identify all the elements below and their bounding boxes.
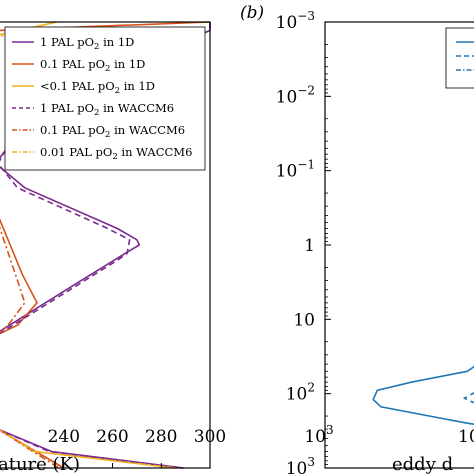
y-tick-label: 1 bbox=[304, 236, 315, 256]
x-tick-label: 103 bbox=[304, 423, 333, 447]
legend-entry-label: <0.1 PAL pO2 in 1D bbox=[40, 79, 155, 96]
x-tick-label: 260 bbox=[96, 427, 128, 447]
y-tick-label: 102 bbox=[286, 381, 315, 405]
panel-a: 240 260 280 300 1 PAL pO2 in 1D0.1 PAL pO2 … bbox=[0, 21, 226, 474]
legend-entry-label: 0.1 PAL pO2 in WACCM6 bbox=[40, 123, 185, 140]
panel-b-legend bbox=[445, 27, 474, 89]
legend-box bbox=[4, 26, 206, 171]
panel-b-x-axis-title: eddy d bbox=[392, 454, 453, 474]
y-tick-label: 10 bbox=[293, 310, 315, 330]
legend-entry-label: 1 PAL pO2 in 1D bbox=[40, 35, 134, 52]
panel-b-legend-box bbox=[445, 27, 474, 89]
y-tick-label: 10−3 bbox=[276, 9, 315, 33]
panel-b-axes-box bbox=[324, 21, 474, 469]
x-tick-label: 10 bbox=[458, 427, 474, 447]
legend-entry-label: 1 PAL pO2 in WACCM6 bbox=[40, 101, 174, 118]
panel-a-x-axis-title: ature (K) bbox=[0, 454, 80, 474]
x-tick-label: 240 bbox=[48, 427, 80, 447]
panel-b-label: (b) bbox=[240, 3, 264, 23]
y-tick-label: 103 bbox=[286, 455, 315, 474]
panel-b: (b) 10−3 10−2 10−1 1 10 102 103 103 10 eddy d bbox=[240, 3, 474, 474]
panel-a-axes-box bbox=[0, 21, 211, 469]
y-tick-label: 10−1 bbox=[276, 158, 315, 182]
legend-entry-label: 0.01 PAL pO2 in WACCM6 bbox=[40, 145, 192, 162]
panel-b-series bbox=[372, 365, 474, 426]
x-tick-label: 280 bbox=[145, 427, 177, 447]
legend: 1 PAL pO2 in 1D 0.1 PAL pO2 in 1D <0.1 PAL… bbox=[4, 26, 206, 171]
panel-b-ticks: 10−3 10−2 10−1 1 10 102 103 103 10 bbox=[276, 9, 474, 474]
panel-b-series-line-2 bbox=[463, 391, 474, 404]
panel-b-series-line-1 bbox=[372, 365, 474, 426]
legend-entry-label: 0.1 PAL pO2 in 1D bbox=[40, 57, 145, 74]
series-line-5 bbox=[0, 226, 60, 469]
y-tick-label: 10−2 bbox=[276, 83, 315, 107]
